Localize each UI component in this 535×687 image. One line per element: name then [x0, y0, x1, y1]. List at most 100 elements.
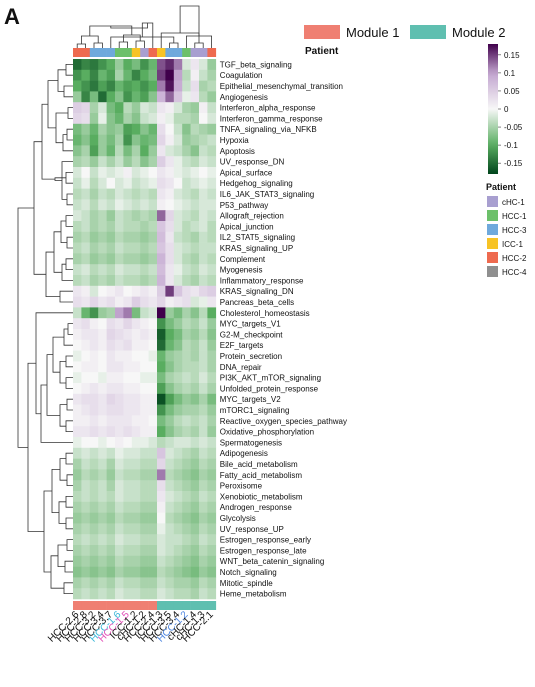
heatmap-cell: [165, 285, 175, 297]
heatmap-cell: [173, 231, 183, 243]
heatmap-cell: [157, 491, 166, 503]
heatmap-cell: [148, 264, 158, 276]
heatmap-cell: [106, 415, 116, 427]
heatmap-cell: [148, 447, 158, 459]
heatmap-cell: [131, 512, 141, 524]
patient-legend-label: HCC-4: [502, 268, 527, 277]
heatmap-cell: [98, 415, 107, 427]
heatmap-cell: [157, 458, 166, 470]
heatmap-cell: [140, 555, 149, 567]
module-bar-cell: [207, 601, 217, 610]
patient-bar-cell: [73, 48, 82, 57]
heatmap-cell: [89, 113, 99, 125]
heatmap-cell: [89, 329, 99, 341]
heatmap-cell: [123, 231, 133, 243]
heatmap-cell: [165, 167, 175, 179]
heatmap-cell: [190, 91, 200, 103]
heatmap-cell: [98, 339, 107, 351]
heatmap-cell: [199, 339, 208, 351]
heatmap-cell: [140, 296, 149, 308]
heatmap-cell: [157, 545, 166, 557]
heatmap-cell: [207, 156, 217, 168]
module-bar-cell: [157, 601, 166, 610]
heatmap-cell: [199, 102, 208, 114]
heatmap-cell: [190, 275, 200, 287]
heatmap-cell: [131, 59, 141, 71]
heatmap-cell: [199, 167, 208, 179]
heatmap-cell: [73, 383, 82, 395]
module-legend-swatch: [304, 25, 340, 39]
heatmap-cell: [190, 512, 200, 524]
heatmap-cell: [98, 426, 107, 438]
heatmap-cell: [89, 404, 99, 416]
colorbar-tick-label: -0.1: [504, 141, 518, 150]
heatmap-cell: [98, 145, 107, 157]
heatmap-cell: [148, 242, 158, 254]
heatmap-cell: [157, 383, 166, 395]
heatmap-cell: [140, 437, 149, 449]
heatmap-cell: [182, 383, 191, 395]
heatmap-cell: [131, 177, 141, 189]
row-label: Estrogen_response_late: [220, 546, 307, 555]
heatmap-cell: [190, 80, 200, 92]
heatmap-cell: [190, 253, 200, 265]
heatmap-cell: [140, 134, 149, 146]
heatmap-cell: [190, 177, 200, 189]
heatmap-cell: [140, 350, 149, 362]
heatmap-cell: [140, 318, 149, 330]
heatmap-cell: [106, 523, 116, 535]
row-dendrogram-branch: [67, 107, 73, 119]
heatmap-cell: [207, 188, 217, 200]
row-dendrogram-branch: [35, 312, 73, 415]
heatmap-cell: [148, 59, 158, 71]
heatmap-cell: [81, 469, 91, 481]
heatmap-cell: [157, 188, 166, 200]
heatmap-cell: [190, 123, 200, 135]
heatmap-cell: [182, 372, 191, 384]
heatmap-cell: [140, 307, 149, 319]
heatmap-cell: [173, 372, 183, 384]
module-bar-cell: [115, 601, 124, 610]
heatmap-cell: [89, 134, 99, 146]
heatmap-cell: [98, 534, 107, 546]
heatmap-cell: [207, 393, 217, 405]
heatmap-cell: [89, 231, 99, 243]
row-dendrogram-branch: [41, 103, 55, 180]
heatmap-cell: [207, 167, 217, 179]
heatmap-cell: [115, 199, 124, 211]
module-legend-swatch: [410, 25, 446, 39]
heatmap-cell: [73, 329, 82, 341]
heatmap-cell: [199, 177, 208, 189]
row-label: Interferon_alpha_response: [220, 104, 316, 113]
heatmap-cell: [115, 501, 124, 513]
heatmap-cell: [182, 350, 191, 362]
heatmap-cell: [165, 59, 175, 71]
heatmap-cell: [157, 253, 166, 265]
heatmap-cell: [81, 199, 91, 211]
heatmap-cell: [182, 167, 191, 179]
heatmap-cell: [165, 210, 175, 222]
heatmap-cell: [123, 393, 133, 405]
heatmap-cell: [140, 177, 149, 189]
heatmap-cell: [165, 134, 175, 146]
heatmap-cell: [182, 285, 191, 297]
heatmap-cell: [81, 177, 91, 189]
row-label: PI3K_AKT_mTOR_signaling: [220, 374, 321, 383]
heatmap-cell: [106, 102, 116, 114]
heatmap-cell: [199, 415, 208, 427]
heatmap-cell: [190, 296, 200, 308]
row-label: DNA_repair: [220, 363, 262, 372]
heatmap-cell: [106, 80, 116, 92]
heatmap-cell: [123, 210, 133, 222]
column-dendrogram-branch: [76, 43, 86, 48]
heatmap-cell: [165, 296, 175, 308]
heatmap-cell: [89, 145, 99, 157]
heatmap-cell: [131, 113, 141, 125]
heatmap-cell: [106, 361, 116, 373]
patient-legend-swatch: [487, 238, 498, 249]
heatmap-cell: [199, 69, 208, 81]
heatmap-cell: [190, 59, 200, 71]
heatmap-cell: [190, 221, 200, 233]
heatmap-cell: [131, 134, 141, 146]
heatmap-cell: [98, 59, 107, 71]
